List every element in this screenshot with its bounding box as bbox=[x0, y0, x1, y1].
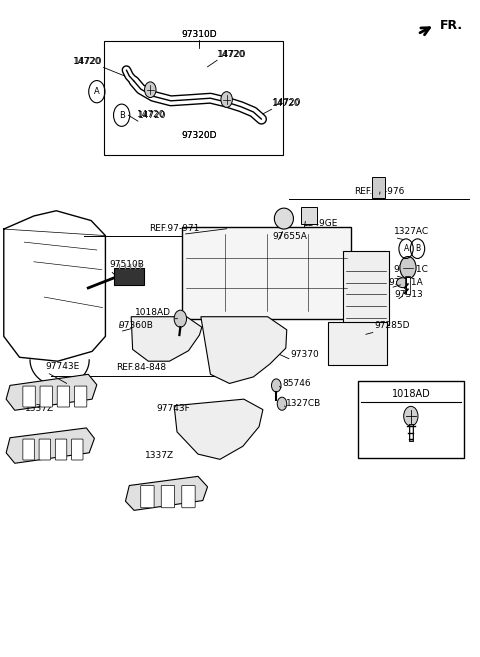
FancyBboxPatch shape bbox=[161, 486, 175, 508]
Circle shape bbox=[277, 397, 287, 410]
Text: 97261A: 97261A bbox=[388, 278, 423, 286]
FancyBboxPatch shape bbox=[182, 486, 195, 508]
Polygon shape bbox=[125, 476, 207, 510]
Text: 14720: 14720 bbox=[138, 111, 167, 120]
Ellipse shape bbox=[275, 208, 293, 229]
Text: A: A bbox=[404, 244, 408, 253]
FancyBboxPatch shape bbox=[23, 439, 34, 460]
Polygon shape bbox=[6, 374, 97, 410]
Text: 14720: 14720 bbox=[217, 50, 246, 59]
Text: 14720: 14720 bbox=[73, 57, 102, 66]
FancyBboxPatch shape bbox=[328, 322, 387, 365]
Polygon shape bbox=[174, 399, 263, 459]
Text: REF.97-971: REF.97-971 bbox=[149, 224, 199, 233]
FancyBboxPatch shape bbox=[182, 227, 351, 319]
Text: 85746: 85746 bbox=[282, 379, 311, 388]
Text: REF.84-848: REF.84-848 bbox=[116, 363, 166, 373]
FancyBboxPatch shape bbox=[40, 386, 52, 407]
Text: 97655A: 97655A bbox=[273, 232, 307, 241]
Text: 97370: 97370 bbox=[290, 350, 319, 359]
Text: 97313: 97313 bbox=[395, 290, 423, 299]
Circle shape bbox=[272, 379, 281, 392]
Text: 97510B: 97510B bbox=[109, 260, 144, 269]
Text: 14720: 14720 bbox=[74, 57, 103, 66]
FancyBboxPatch shape bbox=[343, 251, 389, 325]
FancyBboxPatch shape bbox=[300, 208, 317, 225]
Text: B: B bbox=[415, 244, 420, 253]
FancyBboxPatch shape bbox=[39, 439, 50, 460]
Text: 97743E: 97743E bbox=[46, 362, 80, 371]
Polygon shape bbox=[201, 317, 287, 384]
Text: FR.: FR. bbox=[440, 19, 463, 32]
FancyBboxPatch shape bbox=[115, 268, 144, 284]
Polygon shape bbox=[131, 317, 202, 361]
FancyBboxPatch shape bbox=[372, 177, 384, 198]
Text: A: A bbox=[94, 87, 100, 96]
FancyBboxPatch shape bbox=[57, 386, 70, 407]
Text: REF.97-976: REF.97-976 bbox=[354, 187, 405, 196]
Text: 97360B: 97360B bbox=[118, 321, 153, 330]
Text: 1337Z: 1337Z bbox=[145, 451, 174, 460]
Text: 97310D: 97310D bbox=[181, 30, 217, 39]
Text: 14720: 14720 bbox=[273, 99, 301, 108]
Ellipse shape bbox=[396, 278, 409, 288]
Circle shape bbox=[144, 82, 156, 97]
Circle shape bbox=[221, 92, 232, 107]
FancyBboxPatch shape bbox=[72, 439, 83, 460]
FancyBboxPatch shape bbox=[141, 486, 154, 508]
Text: 97285D: 97285D bbox=[374, 321, 410, 330]
FancyBboxPatch shape bbox=[359, 381, 464, 458]
FancyBboxPatch shape bbox=[55, 439, 67, 460]
Circle shape bbox=[404, 406, 418, 426]
Text: 97211C: 97211C bbox=[394, 265, 429, 274]
Text: 14720: 14720 bbox=[274, 99, 302, 107]
Text: 1249GE: 1249GE bbox=[303, 219, 338, 229]
Circle shape bbox=[400, 256, 416, 279]
Text: 1327CB: 1327CB bbox=[286, 399, 321, 407]
Text: 97320D: 97320D bbox=[182, 131, 217, 140]
Polygon shape bbox=[6, 428, 95, 463]
Text: 14720: 14720 bbox=[137, 110, 166, 119]
Text: 97743F: 97743F bbox=[156, 404, 190, 413]
Text: 1337Z: 1337Z bbox=[25, 404, 54, 413]
Text: 97320D: 97320D bbox=[182, 131, 217, 140]
Text: B: B bbox=[119, 111, 125, 120]
Text: 14720: 14720 bbox=[218, 50, 247, 59]
Text: 1018AD: 1018AD bbox=[135, 308, 171, 317]
Text: 1327AC: 1327AC bbox=[394, 227, 429, 237]
Circle shape bbox=[174, 310, 187, 327]
FancyBboxPatch shape bbox=[74, 386, 87, 407]
Text: 1018AD: 1018AD bbox=[392, 389, 430, 399]
FancyBboxPatch shape bbox=[23, 386, 35, 407]
Text: 97310D: 97310D bbox=[181, 30, 217, 39]
